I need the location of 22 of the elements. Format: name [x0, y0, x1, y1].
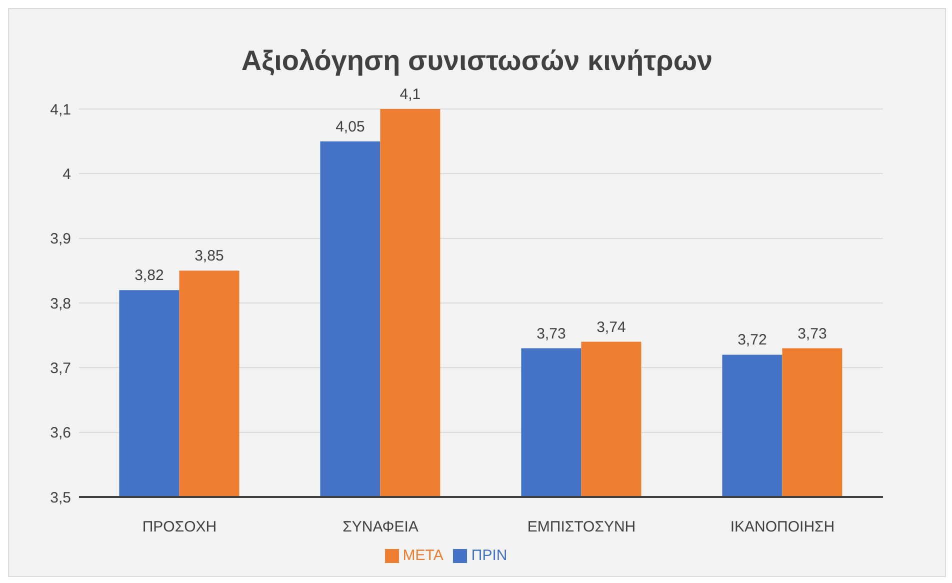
chart-title: Αξιολόγηση συνιστωσών κινήτρων	[240, 44, 714, 76]
y-tick-label: 3,6	[50, 424, 71, 442]
data-label: 3,85	[194, 248, 224, 265]
data-label: 3,74	[596, 318, 626, 336]
legend-label: ΠΡΙΝ	[471, 547, 508, 564]
data-label: 4,05	[336, 118, 365, 136]
x-tick-label: ΠΡΟΣΟΧΗ	[142, 518, 217, 536]
x-tick-label: ΕΜΠΙΣΤΟΣΥΝΗ	[527, 518, 636, 536]
data-label: 4,1	[400, 86, 421, 103]
data-label: 3,82	[134, 267, 164, 284]
x-tick-label: ΙΚΑΝΟΠΟΙΗΣΗ	[730, 518, 835, 536]
x-tick-label: ΣΥΝΑΦΕΙΑ	[342, 518, 418, 536]
y-tick-label: 3,7	[50, 360, 71, 377]
y-tick-label: 3,8	[50, 295, 71, 312]
data-label: 3,72	[738, 332, 767, 349]
data-label: 3,73	[798, 325, 827, 342]
y-tick-label: 3,9	[50, 230, 71, 248]
data-label: 3,73	[536, 325, 566, 342]
legend-label: ΜΕΤΑ	[402, 547, 444, 564]
y-tick-label: 4,1	[50, 101, 71, 118]
y-tick-label: 4	[62, 166, 71, 183]
y-tick-label: 3,5	[50, 489, 71, 506]
